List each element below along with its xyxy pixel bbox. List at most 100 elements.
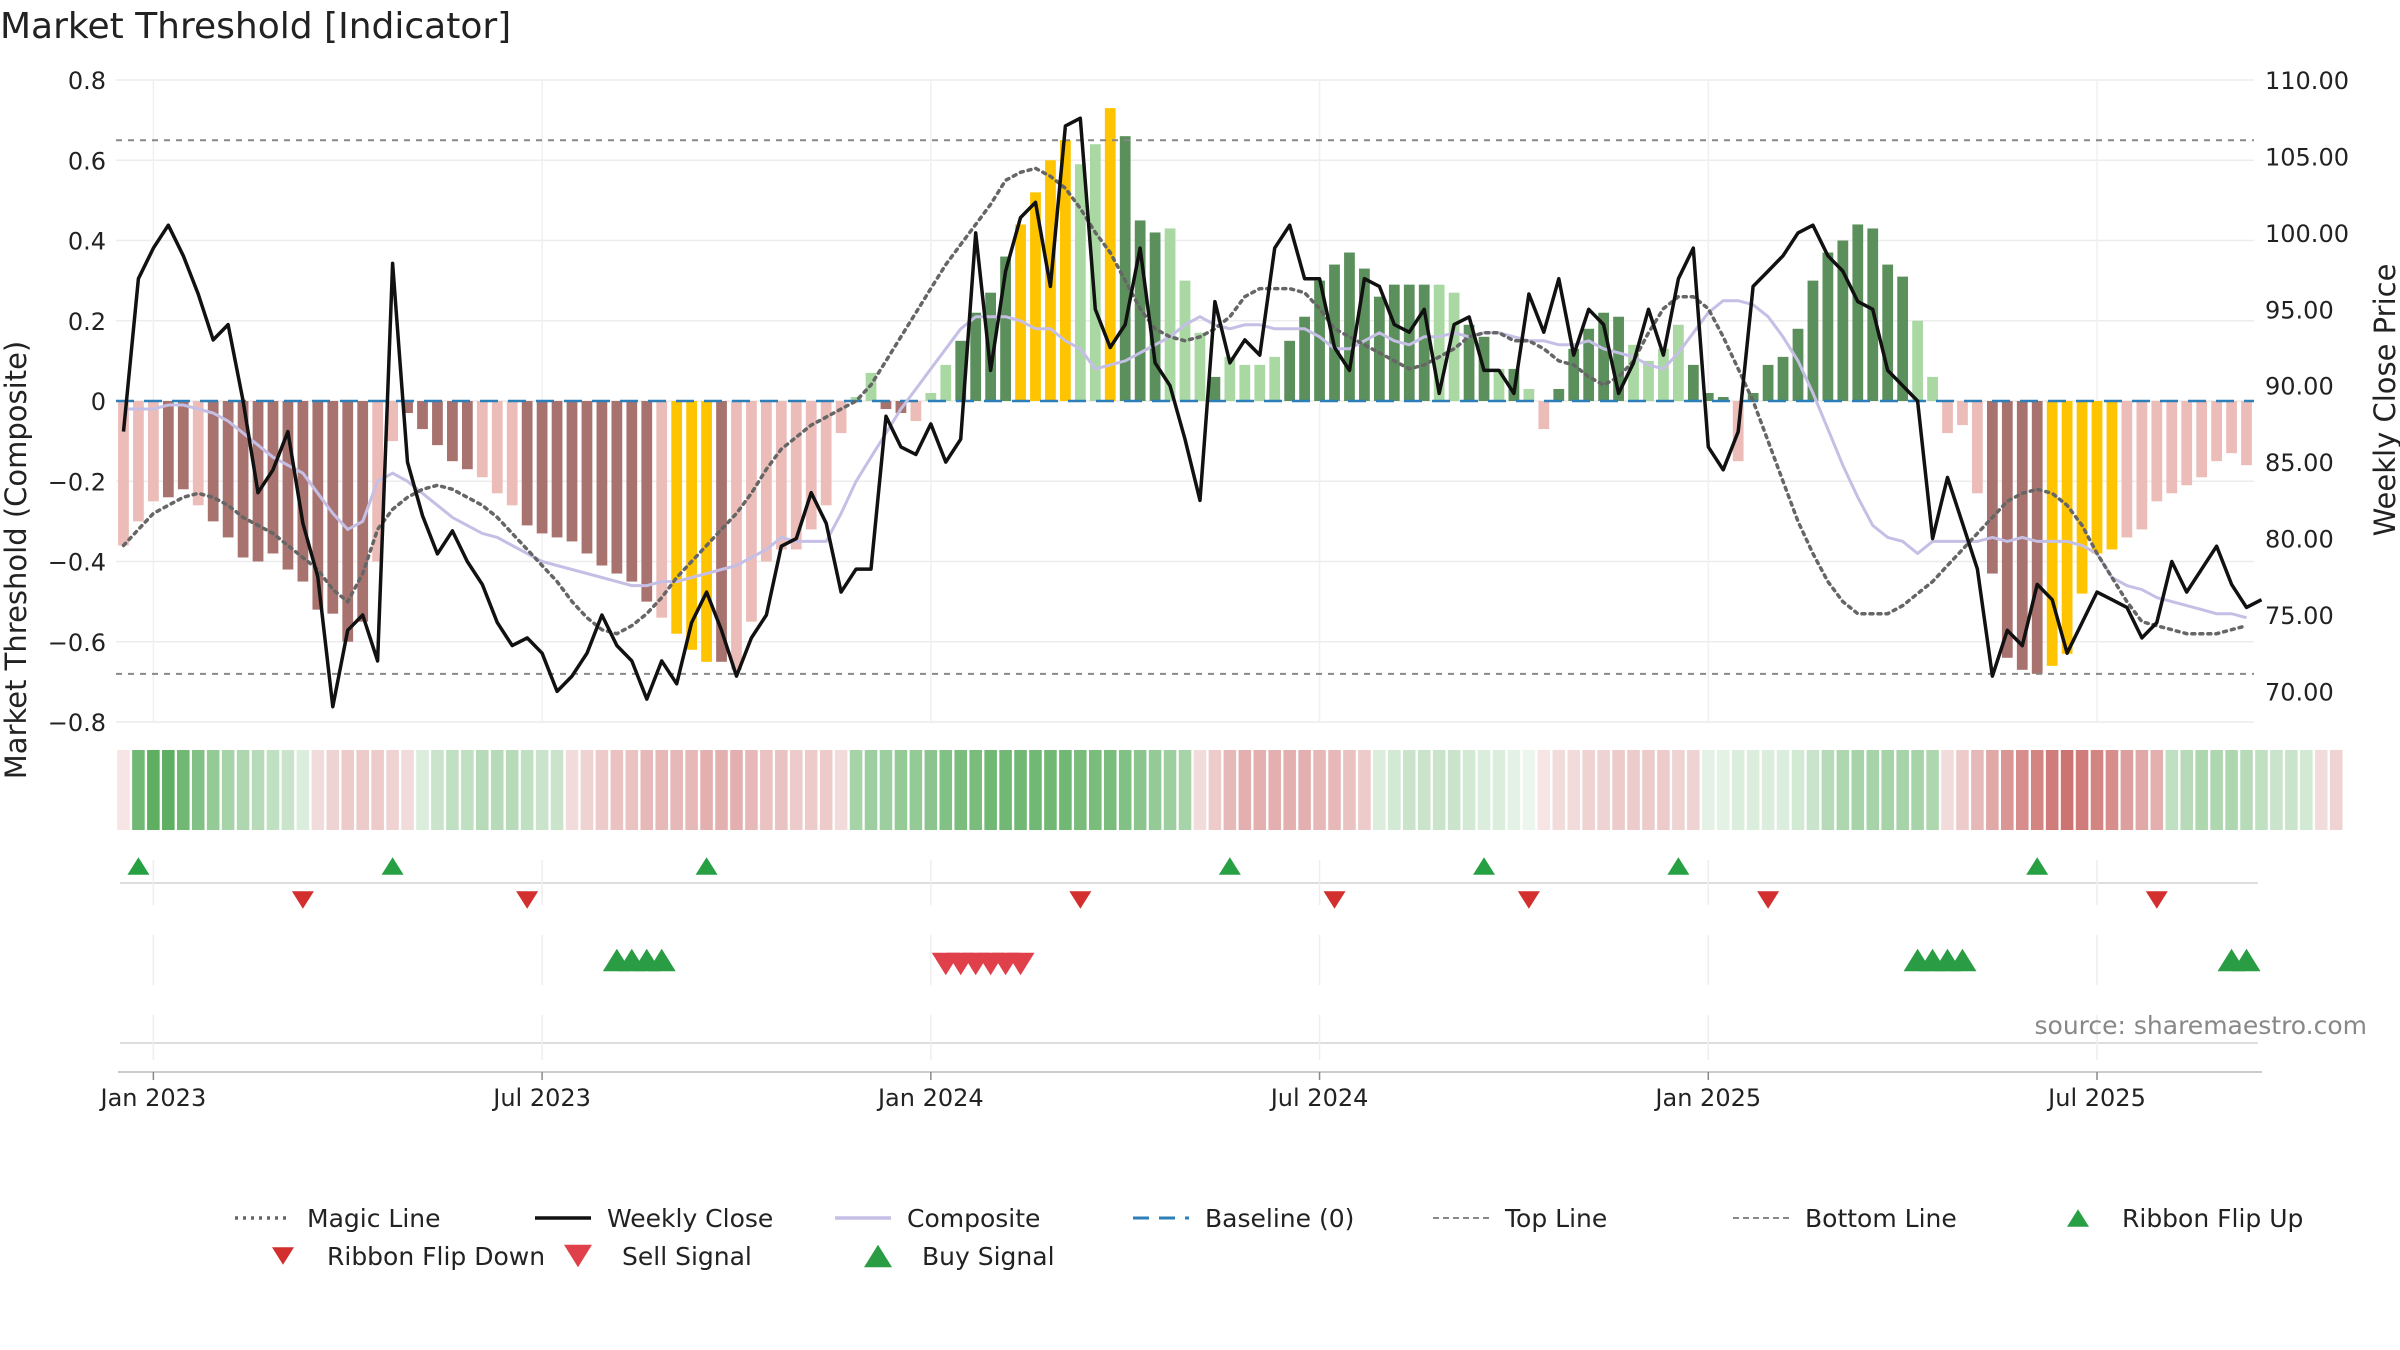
x-tick-label: Jul 2023 xyxy=(491,1084,591,1112)
composite-bar xyxy=(581,401,593,554)
y-tick-label: 0.6 xyxy=(68,147,106,175)
composite-bar xyxy=(970,312,982,401)
ribbon-cell xyxy=(1133,750,1147,830)
ribbon-cell xyxy=(745,750,758,830)
axes: 0.8 0.6 0.4 0.2 0 −0.2 −0.4 −0.6 −0.8 110.00 105.0… xyxy=(48,67,2349,737)
source-text: source: sharemaestro.com xyxy=(2035,1011,2368,1040)
ribbon-cell xyxy=(1567,750,1581,830)
composite-bar xyxy=(1149,232,1161,401)
ribbon-cell xyxy=(147,750,160,830)
ribbon-cell xyxy=(520,750,534,830)
ribbon-flip-down-marker xyxy=(516,891,539,909)
composite-bar xyxy=(1583,328,1595,401)
y2-tick-label: 105.00 xyxy=(2265,143,2349,171)
ribbon-cell xyxy=(670,750,683,830)
ribbon-cell xyxy=(2329,750,2343,830)
ribbon-cell xyxy=(999,750,1012,830)
y2-tick-label: 80.00 xyxy=(2265,526,2334,554)
ribbon-strip xyxy=(117,750,2343,830)
ribbon-cell xyxy=(1238,750,1252,830)
legend-label: Buy Signal xyxy=(922,1242,1055,1271)
ribbon-cell xyxy=(1014,750,1027,830)
ribbon-cell xyxy=(1971,750,1984,830)
ribbon-cell xyxy=(1044,750,1057,830)
x-tick-label: Jan 2025 xyxy=(1653,1084,1761,1112)
ribbon-cell xyxy=(2105,750,2119,830)
ribbon-cell xyxy=(2255,750,2268,830)
composite-bar xyxy=(1882,264,1894,401)
composite-bar xyxy=(1852,224,1864,401)
ribbon-cell xyxy=(700,750,713,830)
x-tick-label: Jan 2024 xyxy=(876,1084,984,1112)
ribbon-cell xyxy=(1851,750,1865,830)
composite-bar xyxy=(716,401,727,662)
ribbon-cell xyxy=(1776,750,1790,830)
ribbon-cell xyxy=(401,750,414,830)
composite-bar xyxy=(1942,401,1953,434)
ribbon-cell xyxy=(969,750,982,830)
composite-bar xyxy=(1000,256,1011,401)
ribbon-cell xyxy=(1597,750,1610,830)
composite-bar xyxy=(432,401,443,446)
composite-bar xyxy=(2016,401,2028,670)
composite-bar xyxy=(147,401,159,502)
composite-bar xyxy=(1658,348,1669,401)
ribbon-flip-down-marker xyxy=(1517,891,1540,909)
composite-bar xyxy=(2181,401,2193,486)
ribbon-cell xyxy=(1687,750,1700,830)
composite-bar xyxy=(820,401,832,506)
composite-bar xyxy=(1792,328,1804,401)
legend: Magic Line Weekly Close Composite Baseline … xyxy=(235,1204,2303,1271)
ribbon-cell xyxy=(490,750,504,830)
composite-bar xyxy=(447,401,458,462)
ribbon-cell xyxy=(625,750,639,830)
ribbon-cell xyxy=(386,750,399,830)
y-tick-label: −0.6 xyxy=(48,629,106,657)
ribbon-cell xyxy=(505,750,519,830)
ribbon-cell xyxy=(1373,750,1386,830)
composite-bar xyxy=(1673,324,1684,401)
ribbon-cell xyxy=(356,750,369,830)
composite-bar xyxy=(1164,228,1176,401)
ribbon-cell xyxy=(984,750,997,830)
ribbon-flip-down-marker xyxy=(1069,891,1092,909)
composite-bar xyxy=(1613,316,1624,401)
composite-bar xyxy=(1837,240,1849,401)
composite-bar xyxy=(177,401,189,490)
ribbon-cell xyxy=(1657,750,1670,830)
ribbon-cell xyxy=(1163,750,1177,830)
composite-bar xyxy=(1314,280,1325,401)
ribbon-cell xyxy=(2075,750,2089,830)
composite-bar xyxy=(1089,144,1101,401)
composite-bar xyxy=(790,401,802,550)
ribbon-cell xyxy=(1059,750,1072,830)
composite-bar xyxy=(1329,264,1340,401)
composite-bar xyxy=(955,340,967,401)
composite-bar xyxy=(1030,192,1041,401)
ribbon-flip-up-marker xyxy=(1667,857,1690,875)
legend-label: Bottom Line xyxy=(1805,1204,1957,1233)
ribbon-cell xyxy=(236,750,250,830)
ribbon-cell xyxy=(191,750,205,830)
composite-bar xyxy=(1194,332,1206,401)
ribbon-cell xyxy=(565,750,579,830)
ribbon-cell xyxy=(1507,750,1521,830)
legend-buy-swatch xyxy=(864,1244,892,1268)
composite-bar xyxy=(1538,401,1550,430)
composite-bar xyxy=(1015,224,1026,401)
ribbon-cell xyxy=(1432,750,1446,830)
composite-bar xyxy=(1912,320,1923,401)
composite-bar xyxy=(192,401,204,506)
composite-bar xyxy=(1403,284,1415,401)
composite-bar xyxy=(2211,401,2223,462)
composite-bar xyxy=(566,401,578,542)
ribbon-cell xyxy=(1388,750,1401,830)
ribbon-cell xyxy=(1702,750,1715,830)
ribbon-cell xyxy=(550,750,564,830)
composite-bar xyxy=(2061,401,2073,654)
ribbon-cell xyxy=(281,750,295,830)
y-tick-label: 0 xyxy=(91,388,106,416)
y-tick-label: 0.8 xyxy=(68,67,106,95)
composite-bar xyxy=(611,401,623,574)
composite-bar xyxy=(133,401,144,522)
